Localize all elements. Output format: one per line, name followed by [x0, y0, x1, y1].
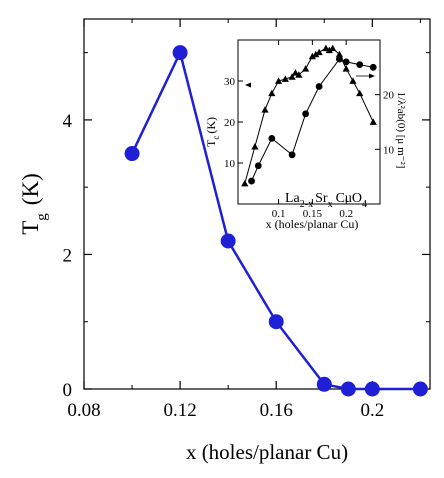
- inset-circle-point: [315, 83, 323, 90]
- left-axis-arrow: [245, 82, 251, 88]
- main-ytick-label: 4: [63, 111, 73, 132]
- svg-text:Tc(K): Tc(K): [204, 117, 221, 147]
- main-ylabel-symbol: T: [18, 221, 43, 235]
- inset-xtick-label: 0.2: [339, 208, 353, 220]
- inset-triangle-point: [342, 65, 350, 72]
- inset-circle-point: [302, 110, 310, 118]
- inset-triangle-point: [261, 106, 269, 113]
- inset-triangle-point: [268, 89, 276, 97]
- inset-circle-point: [369, 63, 377, 71]
- main-data-point: [268, 314, 284, 330]
- svg-text:1/λ²ab(0) [μ m⁻²]: 1/λ²ab(0) [μ m⁻²]: [395, 92, 407, 169]
- inset-circle-point: [248, 177, 255, 185]
- main-ylabel: Tg (K): [18, 173, 50, 235]
- inset-circle-point: [254, 162, 262, 170]
- right-axis-arrow: [356, 73, 375, 79]
- inset-triangle-point: [335, 50, 344, 58]
- inset-circle-point: [336, 55, 343, 63]
- main-ytick-label: 0: [63, 380, 73, 401]
- main-data-point: [316, 376, 332, 392]
- main-xtick-label: 0.16: [260, 400, 293, 421]
- main-series: [124, 45, 428, 397]
- inset-ytick-left-label: 20: [224, 117, 236, 129]
- inset-triangle-point: [251, 143, 259, 150]
- inset-ytick-right-label: 20: [383, 90, 395, 102]
- main-xlabel: x (holes/planar Cu): [186, 440, 348, 464]
- inset-xtick-label: 0.1: [272, 208, 286, 220]
- inset-triangle-point: [295, 71, 303, 78]
- main-data-point: [412, 381, 428, 397]
- inset-series: [241, 44, 377, 187]
- main-xtick-label: 0.2: [360, 400, 384, 421]
- inset-circle-point: [268, 135, 276, 142]
- main-data-point: [364, 381, 380, 397]
- inset-formula: La2-x Srx CuO4: [285, 191, 367, 210]
- main-data-point: [124, 146, 140, 162]
- inset-plot: 0.1 0.15 0.2 10 20 30 10 20 x (holes/planar Cu)…: [204, 39, 407, 231]
- inset-ylabel-left: Tc(K): [204, 117, 221, 147]
- inset-triangle-point: [288, 73, 296, 80]
- main-ylabel-unit: (K): [18, 173, 43, 205]
- inset-triangle-point: [349, 77, 357, 84]
- inset-ytick-left-label: 30: [224, 76, 236, 88]
- inset-ytick-left-label: 10: [224, 158, 236, 170]
- main-data-point: [340, 381, 356, 397]
- inset-circle-point: [342, 58, 350, 66]
- inset-triangle-point: [329, 44, 337, 52]
- inset-triangle-point: [322, 44, 330, 52]
- inset-triangle-point: [308, 52, 316, 60]
- inset-triangle-point: [315, 48, 323, 56]
- main-data-point: [220, 233, 236, 249]
- inset-triangle-point: [281, 75, 289, 82]
- inset-triangle-point: [369, 118, 377, 125]
- svg-text:Tg(K): Tg (K): [18, 173, 50, 235]
- main-xtick-label: 0.12: [163, 400, 196, 421]
- main-frame: [83, 18, 431, 390]
- main-ylabel-sub: g: [34, 213, 50, 221]
- inset-circle-point: [356, 61, 364, 68]
- inset-ytick-right-label: 10: [383, 144, 395, 156]
- inset-triangle-point: [274, 77, 283, 84]
- inset-circle-point: [288, 151, 296, 159]
- inset-triangle-point: [325, 46, 333, 54]
- inset-ticks: 0.1 0.15 0.2 10 20 30 10 20: [224, 40, 395, 220]
- main-xtick-label: 0.08: [67, 400, 100, 421]
- inset-triangle-point: [356, 89, 364, 97]
- inset-xtick-label: 0.15: [303, 208, 323, 220]
- main-data-point: [172, 45, 188, 61]
- inset-triangle-point: [312, 50, 320, 58]
- inset-ylabel-right: 1/λ²ab(0) [μ m⁻²]: [395, 92, 407, 169]
- inset-triangle-point: [302, 65, 310, 72]
- inset-xlabel: x (holes/planar Cu): [266, 217, 359, 231]
- main-plot: 0.08 0.12 0.16 0.2 0 2 4 x (holes/planar Cu) T…: [18, 18, 431, 464]
- inset-triangle-point: [291, 69, 300, 76]
- inset-series-line-circle: [251, 58, 374, 182]
- main-ytick-label: 2: [63, 245, 73, 266]
- inset-triangle-point: [241, 179, 249, 187]
